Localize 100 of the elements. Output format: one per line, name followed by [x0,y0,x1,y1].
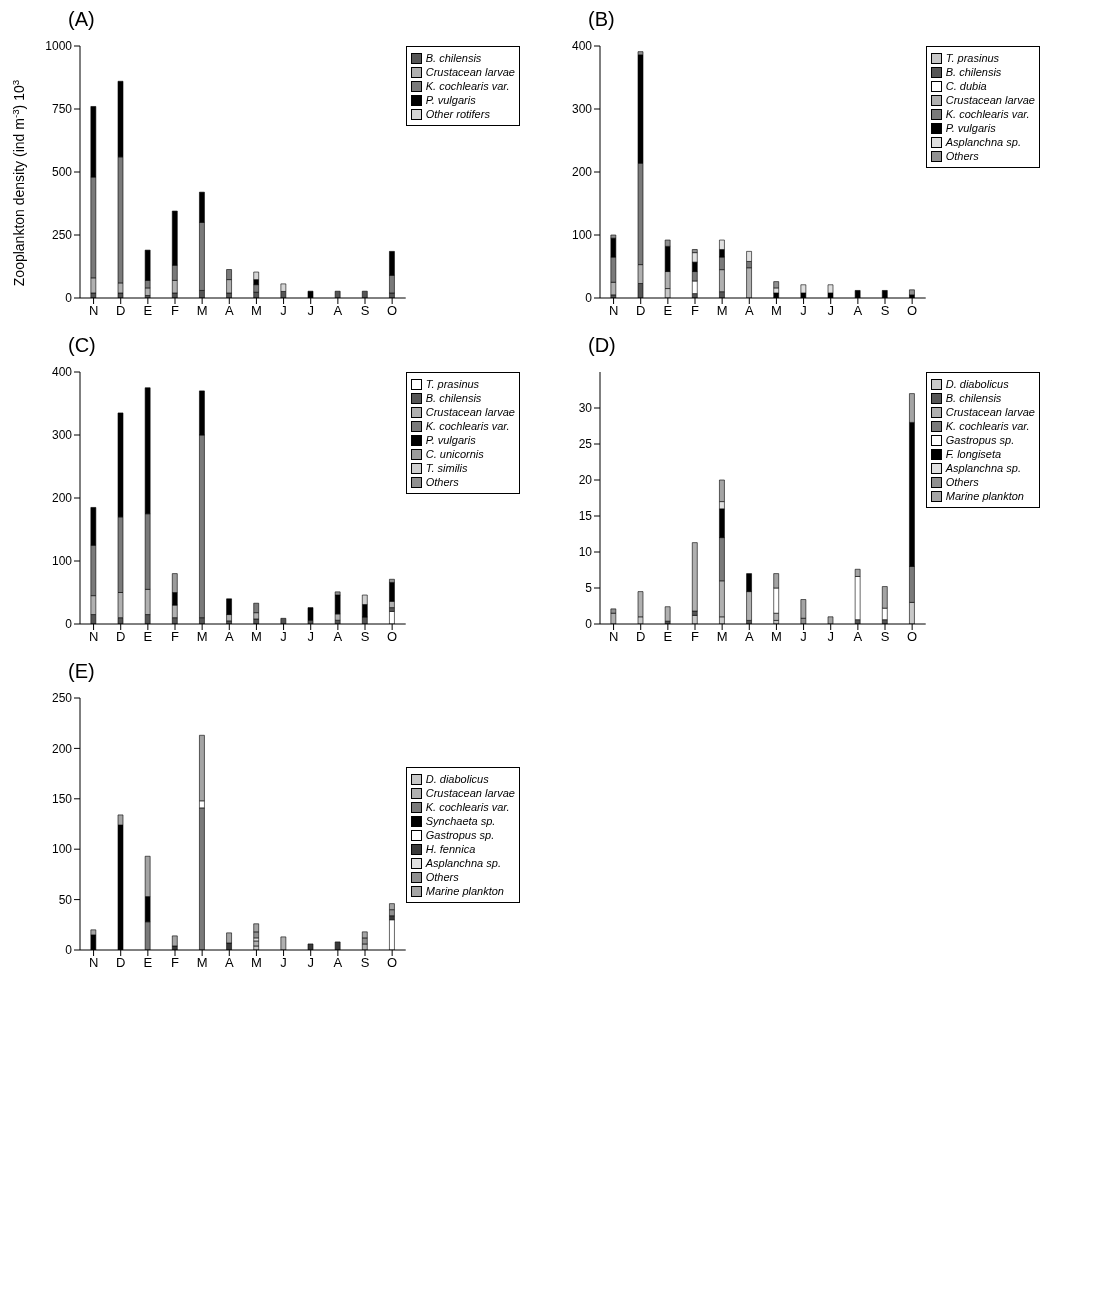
x-tick-label: S [360,955,370,971]
x-tick-label: A [224,629,234,645]
legend-label: P. vulgaris [945,121,996,135]
legend-label: B. chilensis [945,65,1002,79]
chart-title: (C) [67,334,97,358]
x-tick-label: O [387,629,398,645]
y-tick-label: 100 [51,842,73,857]
y-tick-label: 0 [65,291,73,306]
legend-label: Synchaeta sp. [425,814,496,828]
x-tick-label: S [880,629,890,645]
legend-label: B. chilensis [425,391,482,405]
y-tick-label: 1000 [45,39,73,54]
x-tick-label: A [333,303,343,319]
x-tick-label: M [716,303,728,319]
x-tick-label: N [608,303,619,319]
legend-label: T. prasinus [425,377,480,391]
legend-label: P. vulgaris [425,433,476,447]
y-tick-label: 200 [571,165,593,180]
x-tick-label: E [143,303,153,319]
legend-label: K. cochlearis var. [425,800,510,814]
x-tick-label: M [771,629,782,645]
legend-label: C. unicornis [425,447,484,461]
x-tick-label: E [143,629,153,645]
x-tick-label: D [116,303,126,319]
x-tick-label: O [907,629,918,645]
x-tick-label: M [251,303,262,319]
legend-label: Gastropus sp. [425,828,495,842]
y-tick-label: 20 [578,473,593,488]
x-tick-label: J [307,629,314,645]
legend-label: Marine plankton [425,884,504,898]
x-tick-label: M [251,629,262,645]
y-tick-label: 0 [585,617,593,632]
y-tick-label: 100 [51,554,73,569]
x-tick-label: J [827,303,834,319]
x-tick-label: J [800,303,807,319]
legend-label: Crustacean larvae [425,786,515,800]
chart-title: (B) [587,8,616,32]
x-tick-label: E [143,955,153,971]
legend-label: T. prasinus [945,51,1000,65]
legend-label: Crustacean larvae [945,93,1035,107]
y-tick-label: 10 [578,545,593,560]
x-tick-label: F [691,629,700,645]
x-tick-label: D [116,629,126,645]
legend-label: C. dubia [945,79,987,93]
y-tick-label: 250 [51,228,73,243]
legend-label: Other rotifers [425,107,490,121]
y-tick-label: 400 [571,39,593,54]
y-tick-label: 30 [578,401,593,416]
x-tick-label: J [280,629,287,645]
x-tick-label: J [307,303,314,319]
x-tick-label: O [387,303,398,319]
y-tick-label: 15 [578,509,593,524]
legend-label: P. vulgaris [425,93,476,107]
x-tick-label: N [608,629,619,645]
x-tick-label: J [800,629,807,645]
y-tick-label: 0 [65,943,73,958]
x-tick-label: F [691,303,700,319]
y-tick-label: 250 [51,691,73,706]
legend-label: T. similis [425,461,468,475]
x-tick-label: A [853,629,863,645]
x-tick-label: O [907,303,918,319]
legend-label: K. cochlearis var. [945,107,1030,121]
x-tick-label: N [88,629,99,645]
legend-label: Marine plankton [945,489,1024,503]
x-tick-label: D [636,629,646,645]
x-tick-label: A [744,629,754,645]
x-tick-label: M [196,629,208,645]
x-tick-label: S [360,303,370,319]
legend-label: H. fennica [425,842,476,856]
x-tick-label: D [636,303,646,319]
y-tick-label: 300 [51,428,73,443]
legend-label: Others [425,475,459,489]
x-tick-label: F [171,955,180,971]
chart-title: (D) [587,334,617,358]
legend-label: D. diabolicus [945,377,1009,391]
x-tick-label: O [387,955,398,971]
y-tick-label: 5 [585,581,593,596]
legend-label: Others [945,149,979,163]
x-tick-label: M [716,629,728,645]
y-tick-label: 0 [585,291,593,306]
x-tick-label: A [224,303,234,319]
legend-label: B. chilensis [425,51,482,65]
legend-label: K. cochlearis var. [945,419,1030,433]
legend-label: F. longiseta [945,447,1002,461]
x-tick-label: F [171,629,180,645]
x-tick-label: M [196,303,208,319]
x-tick-label: A [744,303,754,319]
y-tick-label: 500 [51,165,73,180]
legend-label: B. chilensis [945,391,1002,405]
x-tick-label: A [224,955,234,971]
x-tick-label: J [827,629,834,645]
x-tick-label: J [280,303,287,319]
x-tick-label: M [196,955,208,971]
x-tick-label: J [307,955,314,971]
x-tick-label: A [333,629,343,645]
chart-title: (E) [67,660,96,684]
x-tick-label: E [663,303,673,319]
legend-label: Crustacean larvae [425,405,515,419]
y-tick-label: 750 [51,102,73,117]
legend-label: D. diabolicus [425,772,489,786]
